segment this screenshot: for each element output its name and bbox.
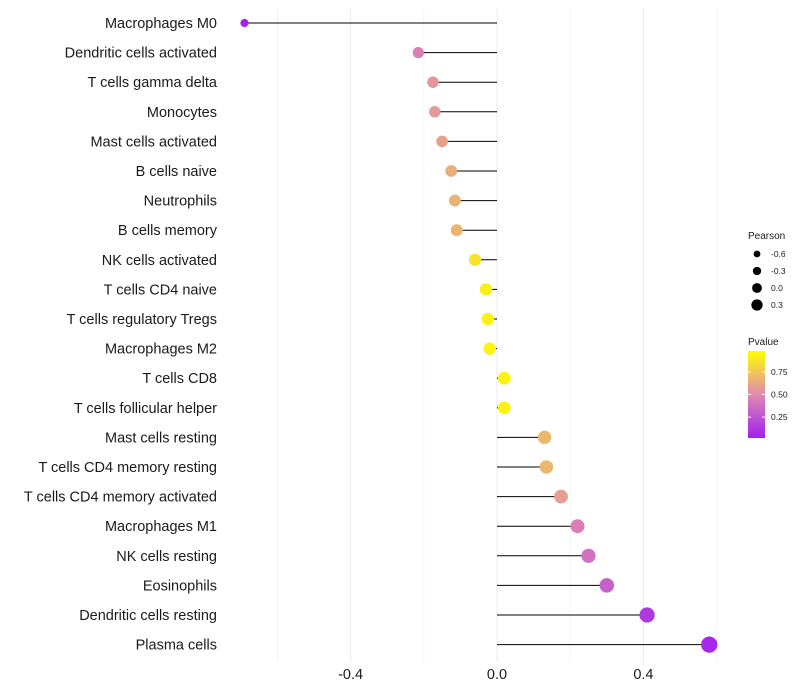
category-label-t-cells-follicular-helper: T cells follicular helper bbox=[74, 401, 217, 417]
category-label-dendritic-cells-resting: Dendritic cells resting bbox=[79, 608, 217, 624]
x-tick-label-0.4: 0.4 bbox=[633, 667, 653, 683]
size-legend-title: Pearson bbox=[748, 231, 785, 242]
color-legend-label-0.50: 0.50 bbox=[771, 390, 788, 400]
category-label-t-cells-cd4-memory-activated: T cells CD4 memory activated bbox=[24, 490, 217, 506]
category-label-dendritic-cells-activated: Dendritic cells activated bbox=[65, 46, 217, 62]
point-macrophages-m2 bbox=[483, 342, 496, 355]
category-label-b-cells-naive: B cells naive bbox=[136, 164, 217, 180]
category-label-b-cells-memory: B cells memory bbox=[118, 223, 218, 239]
stems bbox=[244, 22, 710, 646]
point-neutrophils bbox=[448, 194, 461, 207]
size-legend-dot--0.3 bbox=[752, 266, 762, 276]
point-monocytes bbox=[429, 106, 441, 118]
category-label-mast-cells-activated: Mast cells activated bbox=[90, 134, 217, 150]
point-t-cells-cd4-naive bbox=[479, 283, 493, 296]
point-plasma-cells bbox=[701, 636, 718, 653]
point-dendritic-cells-resting bbox=[639, 607, 655, 623]
point-mast-cells-activated bbox=[436, 135, 448, 148]
point-nk-cells-activated bbox=[468, 253, 482, 266]
color-legend-label-0.25: 0.25 bbox=[771, 412, 788, 422]
category-label-monocytes: Monocytes bbox=[147, 105, 217, 121]
category-label-macrophages-m2: Macrophages M2 bbox=[105, 342, 217, 358]
point-t-cells-gamma-delta bbox=[427, 76, 439, 88]
point-b-cells-naive bbox=[445, 165, 458, 177]
point-nk-cells-resting bbox=[581, 548, 596, 563]
color-legend-label-0.75: 0.75 bbox=[771, 367, 788, 377]
legend: Pearson -0.6 -0.3 0.0 0.3 Pvalue 0.25 0.50 0.75 bbox=[748, 231, 788, 438]
category-label-t-cells-regulatory-tregs: T cells regulatory Tregs bbox=[67, 312, 217, 328]
category-label-neutrophils: Neutrophils bbox=[144, 194, 217, 210]
size-legend-dot-0.0 bbox=[752, 283, 762, 293]
size-legend-dot--0.6 bbox=[753, 250, 761, 258]
x-tick-labels: -0.4 0.0 0.4 bbox=[338, 667, 653, 683]
category-label-nk-cells-activated: NK cells activated bbox=[102, 253, 217, 269]
grid-lines bbox=[276, 8, 718, 662]
size-legend-label--0.3: -0.3 bbox=[771, 266, 786, 276]
x-tick-label-0.0: 0.0 bbox=[487, 667, 507, 683]
size-legend-label-0.3: 0.3 bbox=[771, 300, 783, 310]
category-label-plasma-cells: Plasma cells bbox=[136, 638, 217, 654]
points bbox=[240, 18, 718, 653]
color-legend-title: Pvalue bbox=[748, 337, 779, 348]
category-label-mast-cells-resting: Mast cells resting bbox=[105, 430, 217, 446]
point-eosinophils bbox=[599, 578, 615, 593]
point-macrophages-m1 bbox=[570, 519, 585, 534]
point-dendritic-cells-activated bbox=[412, 46, 424, 59]
category-label-t-cells-gamma-delta: T cells gamma delta bbox=[88, 75, 218, 91]
point-mast-cells-resting bbox=[537, 430, 552, 445]
size-legend-label-0.0: 0.0 bbox=[771, 283, 783, 293]
size-legend-dot-0.3 bbox=[751, 299, 763, 311]
category-label-eosinophils: Eosinophils bbox=[143, 578, 217, 594]
category-label-t-cells-cd8: T cells CD8 bbox=[142, 371, 217, 387]
category-label-t-cells-cd4-naive: T cells CD4 naive bbox=[104, 282, 217, 298]
category-label-macrophages-m1: Macrophages M1 bbox=[105, 519, 217, 535]
x-tick-label--0.4: -0.4 bbox=[338, 667, 363, 683]
category-labels: Macrophages M0 Dendritic cells activated T… bbox=[24, 16, 218, 654]
point-b-cells-memory bbox=[450, 224, 463, 237]
category-label-macrophages-m0: Macrophages M0 bbox=[105, 16, 217, 32]
point-t-cells-cd4-memory-activated bbox=[554, 489, 568, 504]
category-label-t-cells-cd4-memory-resting: T cells CD4 memory resting bbox=[38, 460, 217, 476]
point-t-cells-follicular-helper bbox=[497, 401, 511, 415]
point-t-cells-cd8 bbox=[497, 371, 511, 385]
point-t-cells-regulatory-tregs bbox=[481, 312, 495, 326]
color-legend-bar bbox=[748, 351, 765, 438]
size-legend-label--0.6: -0.6 bbox=[771, 249, 786, 259]
category-label-nk-cells-resting: NK cells resting bbox=[116, 549, 217, 565]
point-t-cells-cd4-memory-resting bbox=[539, 460, 554, 474]
point-macrophages-m0 bbox=[240, 18, 249, 28]
